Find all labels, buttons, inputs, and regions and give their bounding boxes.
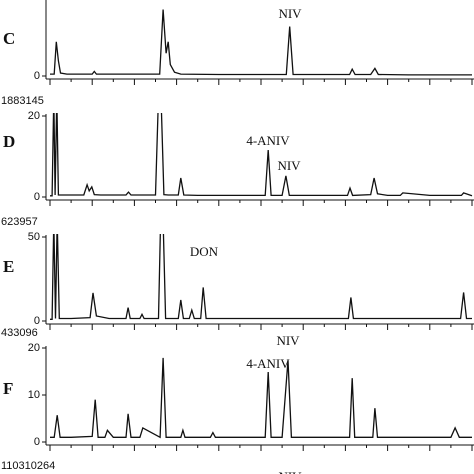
peak-label: DON — [190, 244, 219, 259]
panel-letter: C — [3, 29, 15, 48]
y-tick-label: 10 — [28, 389, 40, 401]
y-tick-label: 0 — [34, 315, 40, 327]
peak-label: NIV — [278, 6, 302, 21]
scale-label: 110310264 — [1, 460, 55, 472]
scale-label: 1883145 — [1, 95, 44, 107]
y-tick-label: 0 — [34, 70, 40, 82]
peak-label: NIV — [278, 469, 302, 474]
panel-letter: D — [3, 132, 15, 151]
trace — [50, 113, 473, 197]
y-tick-label: 20 — [28, 342, 40, 354]
panel-letter: E — [3, 257, 14, 276]
peak-label: NIV — [276, 333, 300, 348]
peak-label: NIV — [277, 158, 301, 173]
trace — [50, 357, 472, 439]
panel-letter: F — [3, 379, 13, 398]
peak-label: 4-ANIV — [246, 133, 290, 148]
y-tick-label: 0 — [34, 191, 40, 203]
peak-label: 4-ANIV — [246, 356, 290, 371]
y-tick-label: 50 — [28, 231, 40, 243]
trace — [50, 9, 472, 76]
scale-label: 623957 — [1, 216, 38, 228]
y-tick-label: 20 — [28, 110, 40, 122]
trace — [50, 234, 472, 320]
scale-label: 433096 — [1, 327, 38, 339]
y-tick-label: 0 — [34, 436, 40, 448]
